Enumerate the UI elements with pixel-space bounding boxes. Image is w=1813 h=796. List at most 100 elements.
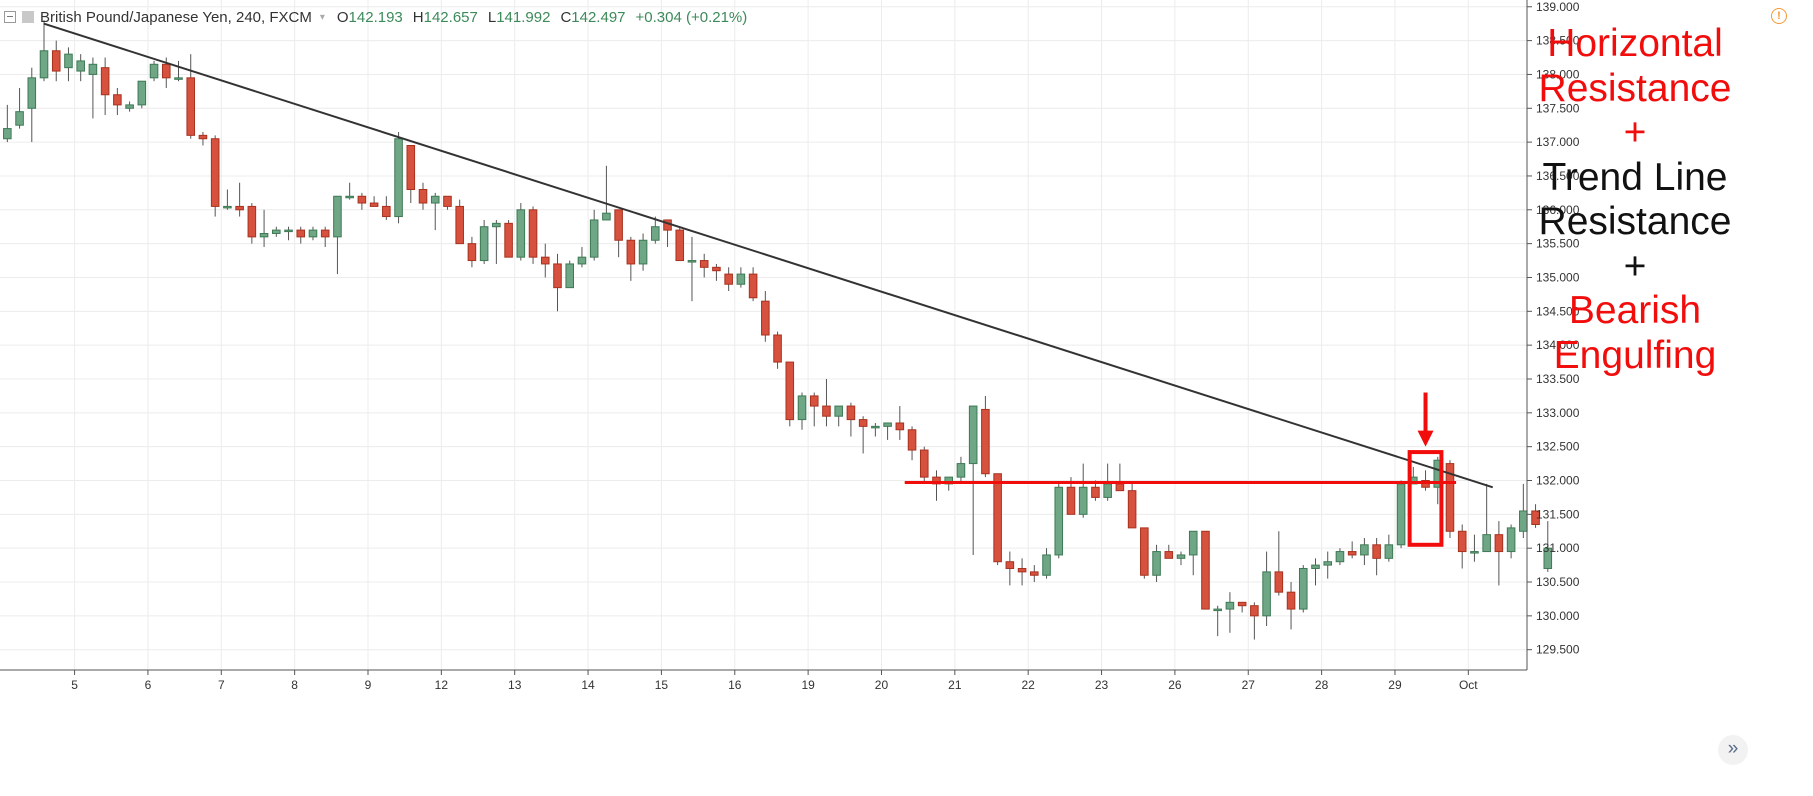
candle — [333, 195, 342, 275]
candle-body — [1042, 554, 1051, 576]
annotation-plus: + — [1623, 244, 1647, 288]
scroll-to-realtime-button[interactable]: » — [1718, 735, 1748, 765]
candle — [223, 189, 232, 210]
collapse-icon[interactable] — [4, 11, 16, 23]
candle-body — [1311, 564, 1320, 569]
candle-body — [492, 222, 501, 228]
symbol-title[interactable]: British Pound/Japanese Yen, 240, FXCM — [40, 8, 312, 26]
candle — [712, 263, 721, 281]
candle-body — [540, 256, 550, 265]
candle-body — [1054, 486, 1064, 556]
y-tick-label: 130.000 — [1536, 609, 1580, 623]
candle-body — [687, 260, 697, 263]
annotation-line: Trend Line — [1542, 155, 1728, 199]
candle — [1470, 534, 1479, 562]
candle — [699, 253, 709, 278]
candle — [589, 209, 599, 261]
candle-body — [638, 239, 648, 265]
candle — [540, 243, 550, 278]
candle — [418, 182, 428, 210]
candle — [1030, 565, 1039, 583]
candle-body — [1360, 544, 1369, 556]
candle — [1164, 544, 1174, 559]
candle — [919, 446, 929, 484]
candle-body — [724, 273, 733, 285]
candle-body — [406, 145, 416, 190]
candle — [1311, 558, 1320, 586]
y-tick-label: 136.000 — [1536, 203, 1580, 217]
candle — [981, 395, 990, 478]
candle-body — [883, 422, 892, 427]
y-tick-label: 133.500 — [1536, 372, 1580, 386]
candle-body — [1127, 490, 1137, 529]
candle-body — [577, 256, 587, 265]
candle — [1250, 602, 1259, 640]
candle-body — [161, 63, 171, 79]
candle-body — [259, 232, 269, 238]
candle — [1152, 544, 1161, 583]
candle — [1225, 592, 1235, 633]
candle-body — [455, 205, 464, 245]
candle — [1140, 527, 1149, 579]
candle-body — [394, 138, 403, 218]
candle — [504, 219, 513, 258]
y-tick-label: 137.500 — [1536, 101, 1580, 115]
x-tick-label: 15 — [655, 678, 669, 692]
y-tick-label: 132.000 — [1536, 474, 1580, 488]
y-tick-label: 137.000 — [1536, 135, 1580, 149]
candle-body — [223, 205, 232, 209]
candle — [956, 456, 966, 484]
candle — [651, 216, 660, 244]
candle — [137, 80, 147, 109]
candle — [907, 426, 917, 461]
candle-body — [1396, 483, 1406, 546]
candle — [210, 135, 220, 217]
candle — [846, 402, 856, 437]
candle-body — [308, 229, 318, 238]
y-tick-label: 135.500 — [1536, 237, 1580, 251]
candle — [638, 233, 648, 271]
candle-body — [198, 134, 208, 140]
candle — [15, 87, 24, 129]
annotation-line: Resistance — [1538, 200, 1732, 243]
candle-body — [956, 463, 966, 478]
candle — [455, 199, 464, 245]
candle-body — [320, 229, 330, 238]
arrow-head-icon — [1417, 430, 1434, 447]
candle — [761, 291, 770, 342]
candle — [932, 470, 941, 501]
candle-body — [125, 104, 134, 109]
candle — [1017, 558, 1027, 586]
bearish-engulfing-box — [1407, 450, 1444, 547]
candle — [895, 406, 905, 440]
candle-body — [479, 226, 489, 262]
alert-icon[interactable]: ! — [1771, 8, 1787, 24]
candle — [357, 192, 367, 210]
y-tick-label: 129.500 — [1536, 643, 1580, 657]
candle-body — [1457, 530, 1467, 553]
candle — [1005, 551, 1015, 586]
candle-body — [333, 195, 342, 238]
annotation-text: Horizontal Resistance + Trend Line Resis… — [1510, 22, 1760, 378]
candle-body — [1164, 551, 1174, 559]
candle — [993, 473, 1002, 566]
x-tick-label: 16 — [728, 678, 742, 692]
candle — [1506, 524, 1516, 559]
candle-body — [27, 77, 37, 109]
candle-body — [418, 188, 428, 204]
candle-body — [871, 425, 880, 429]
chevron-down-icon[interactable]: ▾ — [319, 11, 325, 23]
candle — [1201, 530, 1210, 610]
candle — [443, 195, 452, 210]
candle — [1421, 470, 1430, 491]
candle-body — [1103, 483, 1112, 498]
candle-body — [88, 63, 98, 75]
candle — [724, 267, 733, 292]
candle-body — [858, 419, 868, 427]
candle-body — [1115, 483, 1125, 492]
candle — [602, 165, 611, 221]
y-tick-label: 133.000 — [1536, 406, 1580, 420]
candle-body — [516, 209, 526, 258]
x-tick-label: 19 — [801, 678, 815, 692]
